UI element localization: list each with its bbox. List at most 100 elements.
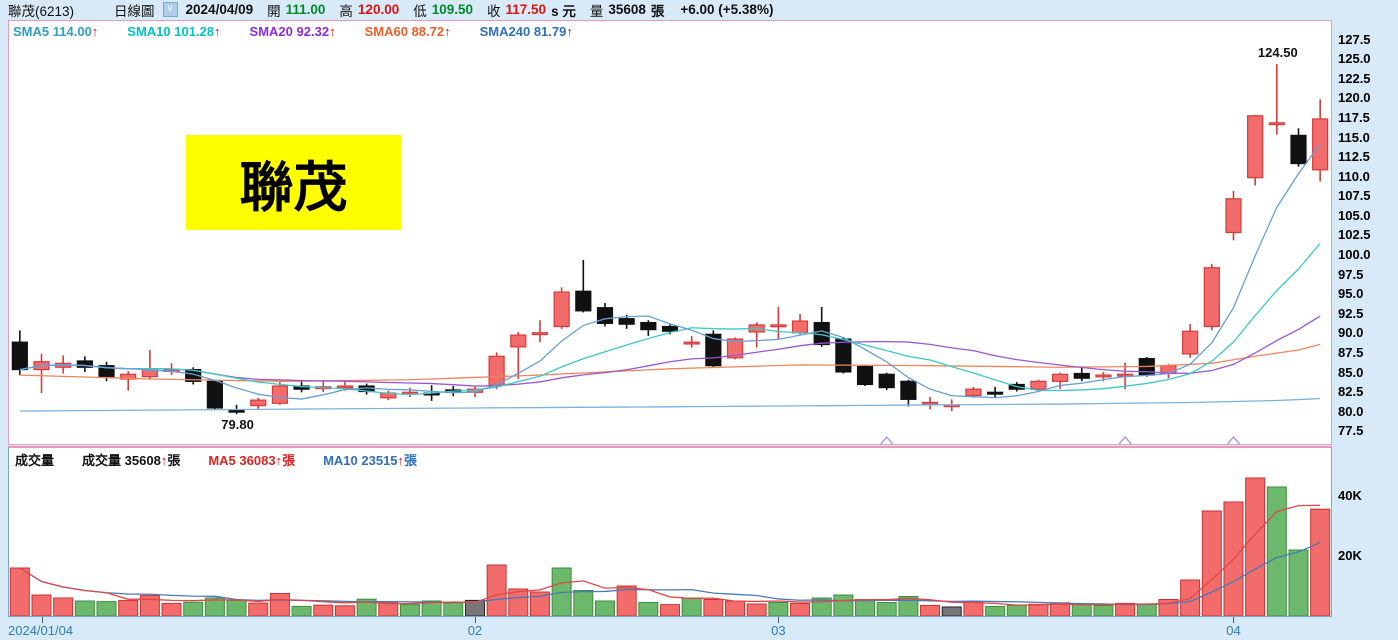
volume-tick-label: 40K	[1338, 488, 1362, 503]
x-axis-label: 04	[1226, 623, 1241, 638]
candle-body	[250, 399, 267, 407]
sma20-indicator: SMA20 92.32↑	[249, 24, 336, 39]
candle-body	[770, 324, 787, 328]
candle-body	[618, 318, 635, 325]
volume-panel: 成交量 成交量 35608↑張 MA5 36083↑張 MA10 23515↑張	[8, 446, 1332, 617]
high-label: 高	[339, 3, 353, 19]
sma60-indicator: SMA60 88.72↑	[364, 24, 451, 39]
volume-bar	[399, 604, 420, 616]
volume-bar	[1201, 510, 1222, 616]
up-arrow-icon: ↑	[444, 24, 451, 39]
volume-bar	[9, 567, 30, 616]
price-tick-label: 90.0	[1338, 325, 1364, 341]
sma5-indicator: SMA5 114.00↑	[13, 24, 99, 39]
volume-bar	[291, 605, 312, 616]
up-arrow-icon: ↑	[566, 24, 573, 39]
volume-bar	[768, 602, 789, 616]
volume-bar	[486, 564, 507, 616]
price-tick-label: 95.0	[1338, 286, 1364, 302]
volume-ma5-indicator: MA5 36083↑張	[208, 453, 296, 468]
x-axis-label: 02	[467, 623, 483, 638]
candle-body	[813, 321, 830, 346]
candlestick-chart	[11, 64, 1329, 444]
close-value: 117.50	[505, 2, 547, 17]
dropdown-icon[interactable]: v	[162, 2, 178, 17]
candle-body	[488, 355, 505, 386]
candle-body	[1030, 380, 1047, 390]
candle-body	[791, 320, 809, 334]
volume-bar	[898, 596, 919, 616]
candle-body	[900, 380, 917, 400]
price-tick-label: 87.5	[1338, 344, 1364, 360]
volume-bar	[811, 597, 832, 616]
candle-body	[1247, 115, 1264, 179]
candle-body	[1268, 122, 1285, 126]
x-axis-tick	[474, 617, 476, 623]
candle-body	[575, 290, 592, 312]
candle-body	[661, 325, 679, 332]
volume-bar	[269, 593, 290, 616]
chart-type-label: 日線圖	[114, 3, 155, 19]
price-tick-label: 97.5	[1338, 266, 1364, 282]
volume-bar	[508, 588, 529, 616]
price-tick-label: 122.5	[1338, 70, 1371, 86]
change-value: +6.00 (+5.38%)	[680, 2, 774, 17]
candle-body	[1290, 134, 1307, 165]
candle-body	[965, 388, 982, 397]
candle-body	[185, 368, 202, 382]
volume-bar	[638, 602, 659, 616]
candle-body	[336, 385, 354, 389]
volume-bar	[876, 602, 897, 616]
sma20-line	[19, 315, 1321, 387]
price-tick-label: 100.0	[1338, 247, 1371, 262]
volume-bar	[703, 599, 724, 616]
volume-bar	[31, 594, 52, 616]
volume-bar	[1245, 477, 1266, 616]
volume-panel-title: 成交量	[15, 453, 55, 468]
volume-tick-label: 20K	[1338, 548, 1362, 563]
candle-body	[921, 401, 939, 405]
stock-name-overlay: 聯茂	[186, 135, 401, 230]
candle-body	[76, 360, 93, 368]
volume-indicator-row: 成交量 成交量 35608↑張 MA5 36083↑張 MA10 23515↑張	[15, 450, 417, 469]
candle-body	[1073, 372, 1090, 379]
sma10-line	[19, 242, 1321, 396]
price-tick-label: 125.0	[1338, 51, 1371, 67]
volume-ma10-line	[19, 541, 1321, 606]
volume-bar	[1071, 604, 1092, 616]
up-arrow-icon: ↑	[329, 24, 336, 39]
up-arrow-icon: ↑	[214, 24, 221, 39]
price-tick-label: 120.0	[1338, 90, 1371, 106]
open-label: 開	[267, 3, 281, 19]
volume-unit: 張	[650, 3, 665, 19]
x-axis-tick	[778, 617, 780, 623]
price-axis: 127.5 125.0 122.5 120.0 117.5 115.0 112.5 110.0…	[1336, 20, 1398, 445]
volume-bar	[941, 606, 962, 616]
volume-bar	[183, 601, 204, 616]
candle-body	[835, 338, 852, 373]
price-tick-label: 85.0	[1338, 364, 1364, 380]
price-tick-label: 102.5	[1338, 227, 1371, 243]
volume-bar	[681, 597, 702, 616]
volume-bar	[963, 601, 984, 616]
close-label: 收	[487, 3, 501, 19]
volume-bar	[118, 599, 139, 616]
x-axis-label: 03	[771, 623, 786, 638]
price-tick-label: 80.0	[1338, 403, 1364, 419]
volume-bar	[204, 597, 225, 616]
volume-bar	[725, 600, 746, 616]
x-axis: 2024/01/04 02 03 04	[0, 617, 1398, 640]
price-annotation: 124.50	[1257, 45, 1298, 61]
price-tick-label: 107.5	[1338, 188, 1371, 204]
up-arrow-icon: ↑	[275, 453, 283, 468]
volume-bar	[833, 594, 854, 616]
candle-body	[640, 321, 657, 331]
volume-bar	[529, 591, 550, 616]
price-tick-label: 117.5	[1338, 109, 1370, 125]
candle-body	[553, 291, 570, 328]
sma10-indicator: SMA10 101.28↑	[127, 24, 221, 39]
high-value: 120.00	[357, 2, 400, 17]
candle-body	[878, 373, 895, 389]
volume-axis: 40K 20K	[1336, 448, 1398, 618]
volume-bar	[96, 601, 117, 616]
